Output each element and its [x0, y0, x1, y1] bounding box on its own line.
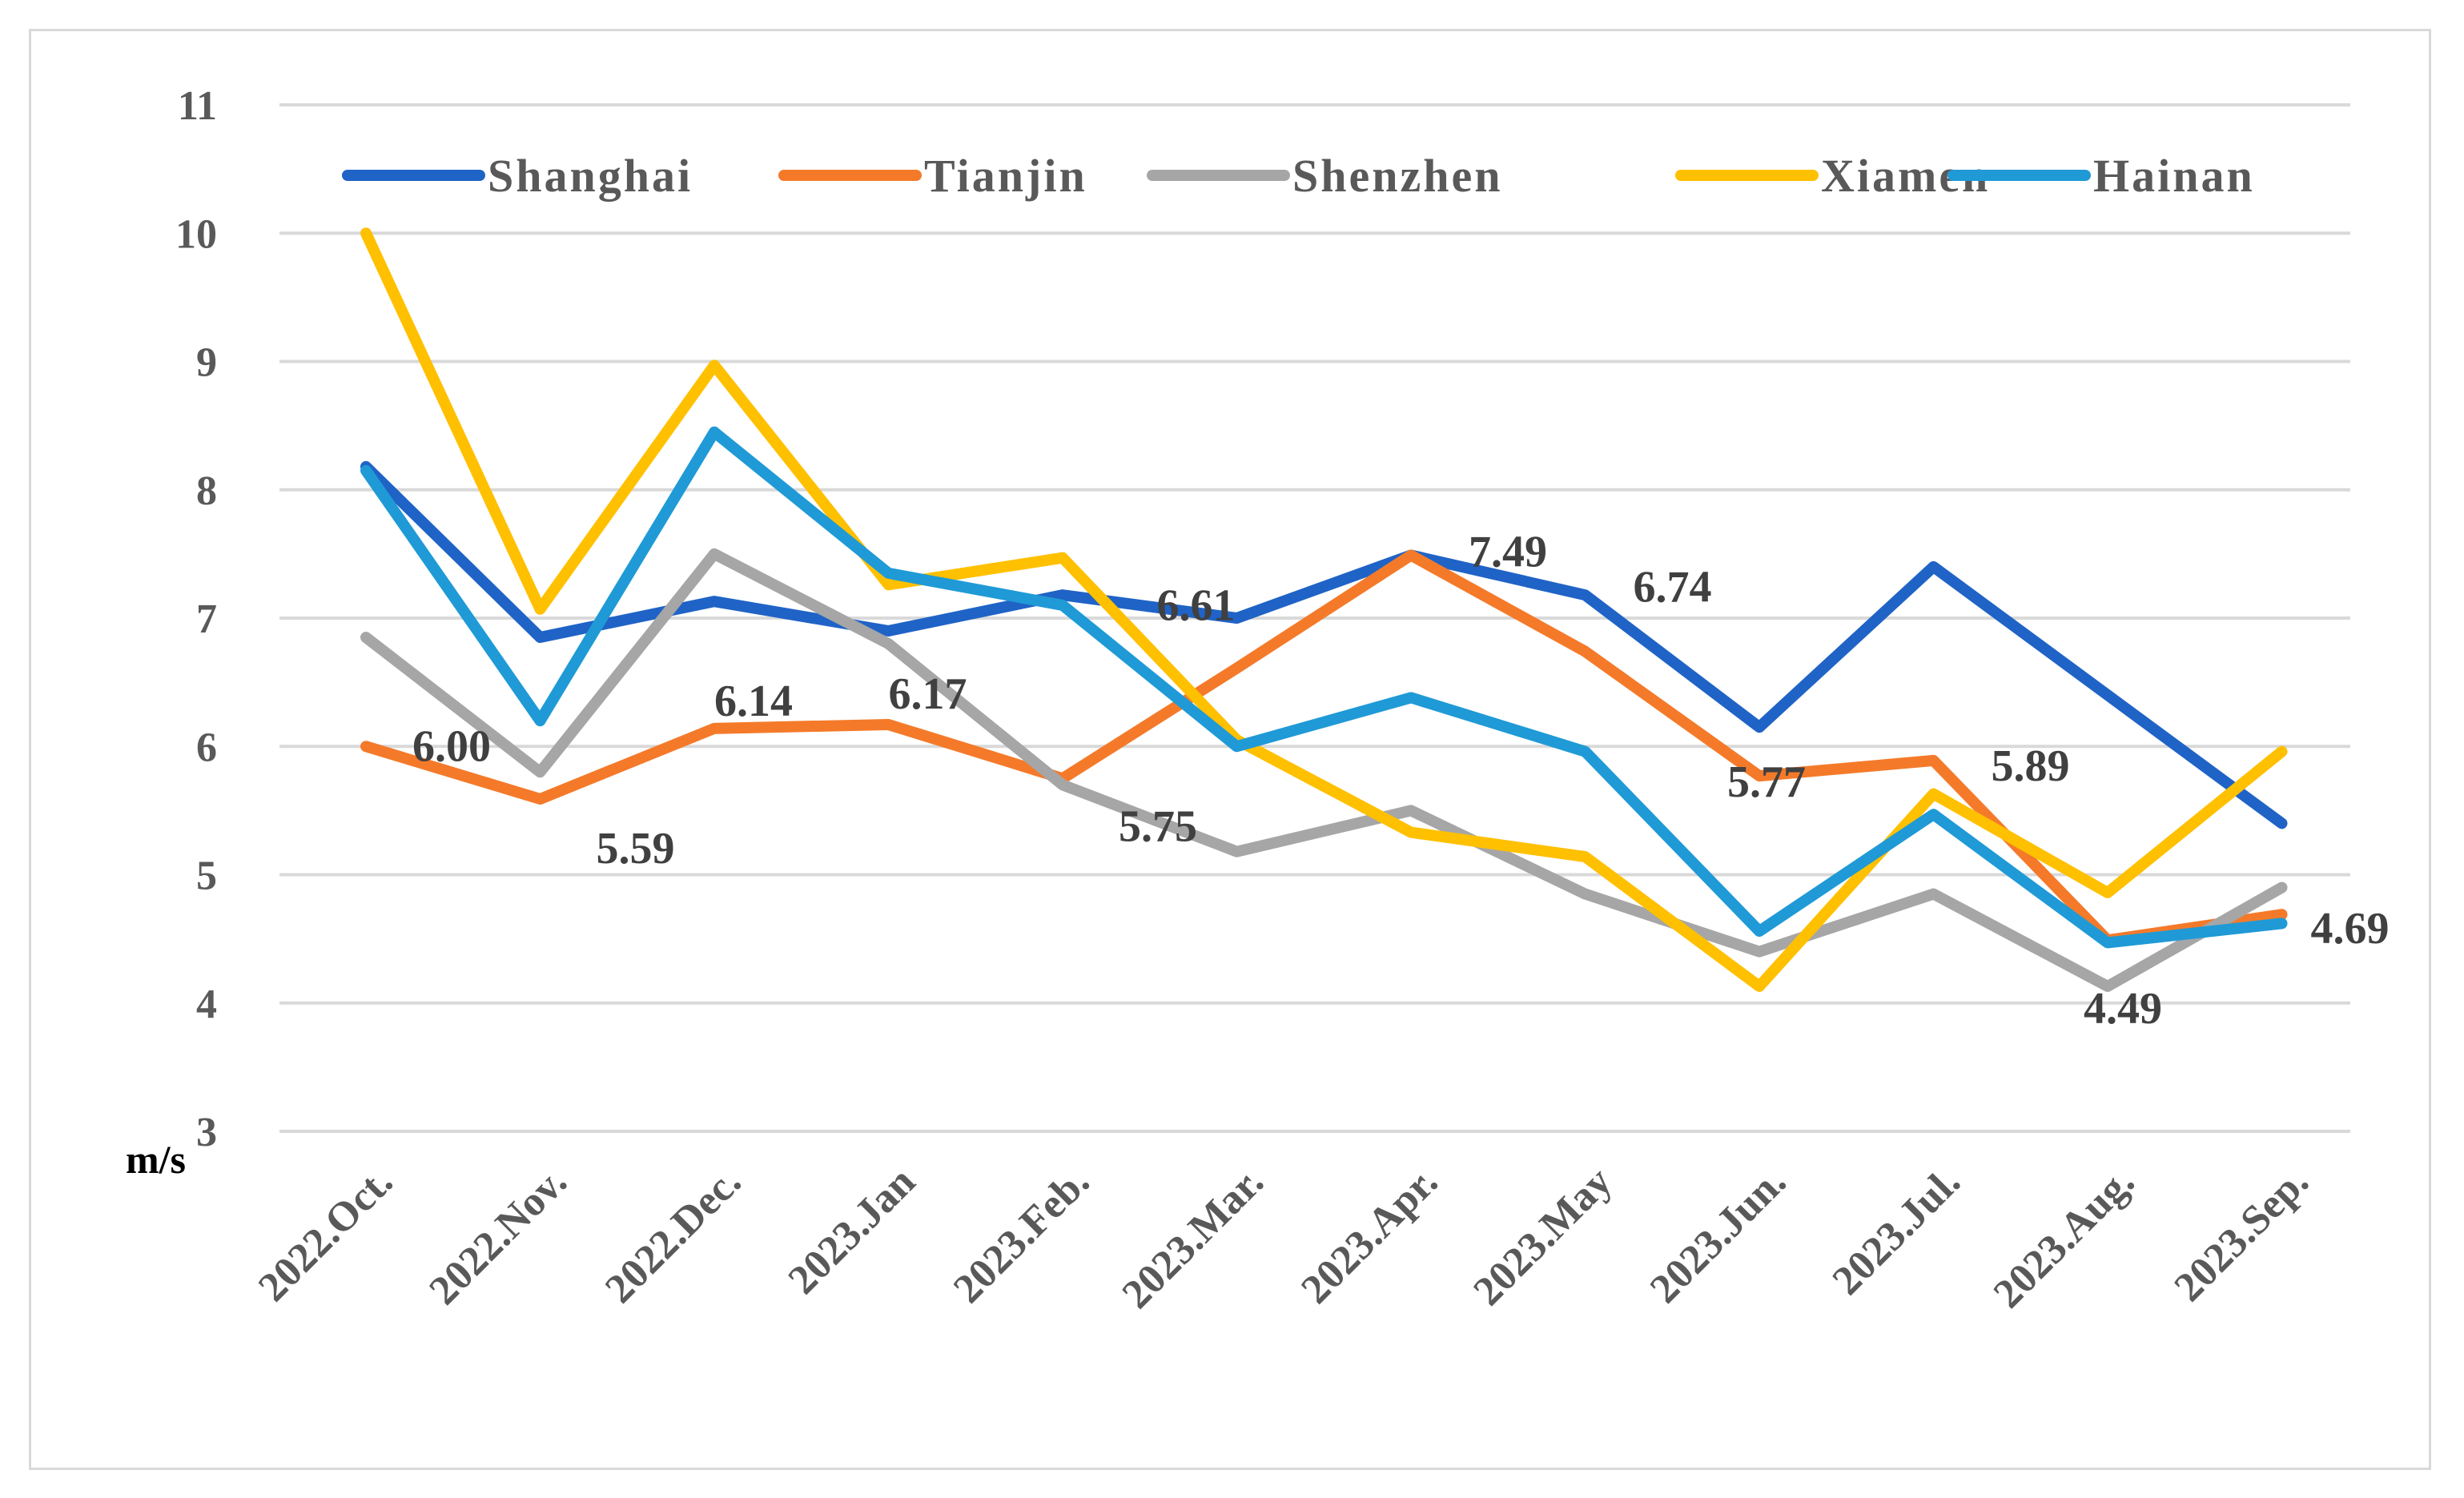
x-axis-ticks: 2022.Oct. 2022.Nov. 2022.Dec. 2023.Jan 2023.…	[250, 1159, 2317, 1317]
x-tick-label: 2023.Jun.	[1642, 1159, 1795, 1312]
x-tick-label: 2023.Sep.	[2166, 1159, 2317, 1310]
data-label: 6.00	[412, 721, 491, 771]
series-line-shanghai	[360, 460, 2288, 829]
y-tick-label: 9	[196, 340, 217, 386]
x-tick-label: 2022.Nov.	[420, 1159, 576, 1314]
data-label: 6.17	[889, 669, 967, 719]
legend-label-shanghai: Shanghai	[488, 150, 693, 202]
y-tick-label: 8	[196, 468, 217, 514]
y-tick-label: 7	[196, 596, 217, 642]
data-label: 7.49	[1469, 527, 1547, 576]
data-label: 6.61	[1157, 580, 1236, 630]
data-label: 5.89	[1992, 741, 2070, 791]
series-line-hainan	[360, 426, 2288, 949]
x-tick-label: 2023.Feb.	[945, 1159, 1098, 1311]
series-line-tianjin	[360, 549, 2288, 946]
x-tick-label: 2022.Oct.	[250, 1159, 401, 1310]
data-label: 4.49	[2084, 984, 2162, 1034]
y-tick-label: 6	[196, 725, 217, 770]
data-label: 4.69	[2311, 904, 2390, 954]
chart-frame: 3 4 5 6 7 8 9 10 11 2022.Oct. 2022.Nov. 2022.Dec. 2…	[29, 29, 2431, 1470]
x-tick-label: 2022.Dec.	[597, 1159, 750, 1311]
data-label: 6.74	[1634, 563, 1712, 612]
y-axis-unit-label: m/s	[126, 1137, 186, 1182]
y-tick-label: 10	[175, 211, 217, 257]
series-line-xiamen	[360, 227, 2288, 992]
legend-label-shenzhen: Shenzhen	[1292, 150, 1503, 202]
series-lines	[360, 227, 2288, 992]
data-labels: 6.00 5.59 6.14 6.17 5.75 6.61 7.49 6.74 5.77 5.89…	[412, 527, 2390, 1034]
data-label: 6.14	[714, 677, 793, 726]
legend: Shanghai Tianjin Shenzhen Xiamen Hainan	[342, 150, 2255, 202]
x-tick-label: 2023.Mar.	[1114, 1159, 1272, 1317]
x-tick-label: 2023.May	[1465, 1159, 1621, 1315]
data-label: 5.59	[597, 824, 675, 873]
legend-label-hainan: Hainan	[2093, 150, 2255, 202]
y-tick-label: 5	[196, 853, 217, 899]
series-line-shenzhen	[360, 548, 2288, 992]
y-axis-ticks: 3 4 5 6 7 8 9 10 11	[175, 83, 217, 1155]
legend-label-tianjin: Tianjin	[924, 150, 1087, 202]
x-tick-label: 2023.Jan	[780, 1159, 924, 1303]
x-tick-label: 2023.Aug.	[1985, 1159, 2144, 1317]
y-tick-label: 4	[196, 982, 217, 1027]
x-tick-label: 2023.Jul.	[1824, 1159, 1969, 1303]
y-tick-label: 11	[178, 83, 217, 129]
data-label: 5.75	[1119, 801, 1197, 851]
y-tick-label: 3	[196, 1110, 217, 1155]
x-tick-label: 2023.Apr.	[1292, 1159, 1446, 1312]
data-label: 5.77	[1727, 757, 1806, 807]
